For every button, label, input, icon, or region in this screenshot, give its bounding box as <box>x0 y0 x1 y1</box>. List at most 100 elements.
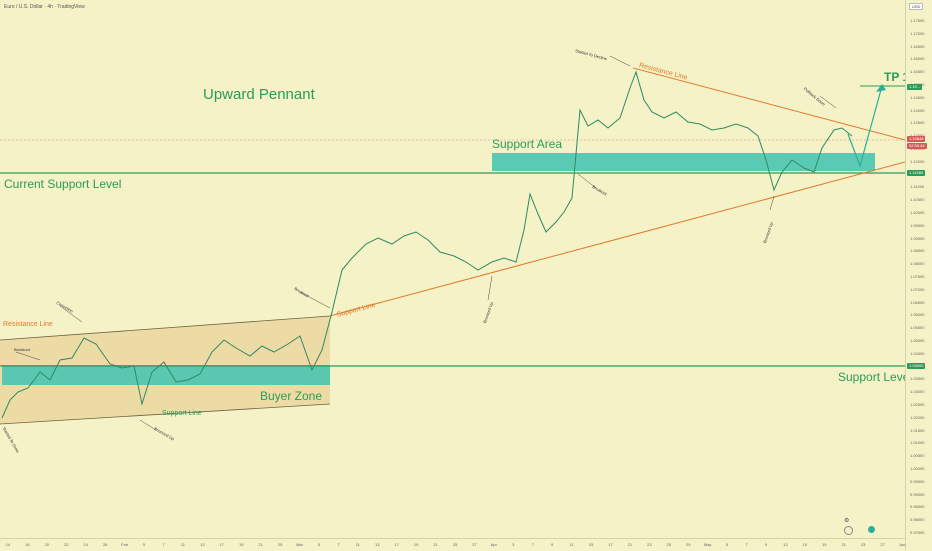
time-tick: 17 <box>608 542 613 547</box>
time-tick: 13 <box>200 542 205 547</box>
time-tick: 22 <box>64 542 69 547</box>
time-tick: 21 <box>841 542 846 547</box>
price-tick: 0.98500 <box>910 504 925 510</box>
time-axis[interactable]: 14 16 20 22 24 28 Feb 5 7 11 13 17 19 21 25 Mar 5 7 11 13 17… <box>0 538 905 551</box>
price-tag-support-high: 1.11550 <box>907 170 926 176</box>
price-tag-countdown: 02:39:44 <box>907 143 927 149</box>
descending-resistance-line <box>632 67 905 141</box>
price-tick: 1.07500 <box>910 274 925 279</box>
time-tick: 25 <box>666 542 672 547</box>
log-scale-icon[interactable] <box>844 526 853 535</box>
callout-decline <box>609 55 631 67</box>
price-tick: 1.01000 <box>910 440 925 446</box>
callout-pullback <box>819 95 837 109</box>
price-tick: 0.99500 <box>910 478 925 484</box>
auto-scale-icon[interactable] <box>868 526 875 533</box>
callout-correction <box>59 305 83 323</box>
current-support-level-label: Current Support Level <box>4 177 122 191</box>
time-tick: 7 <box>745 542 748 547</box>
time-tick: 17 <box>219 542 225 547</box>
price-tick: 1.03000 <box>910 389 925 395</box>
price-tick: 1.01500 <box>910 427 925 433</box>
time-tick: 3 <box>512 542 515 547</box>
price-tick: 1.14500 <box>910 94 925 100</box>
channel-bottom <box>0 403 331 425</box>
time-tick: 11 <box>180 542 185 547</box>
price-tick: 1.06500 <box>910 299 925 305</box>
price-tick: 1.00500 <box>910 453 925 459</box>
price-tick: 1.08500 <box>910 248 925 254</box>
price-tick: 0.98000 <box>910 517 925 523</box>
price-tick: 1.05000 <box>910 338 925 343</box>
rising-support-line <box>329 161 905 317</box>
price-tick: 1.13500 <box>910 120 925 126</box>
chart-title: Euro / U.S. Dollar · 4h · TradingView <box>4 4 85 10</box>
price-tick: 1.17500 <box>910 18 925 23</box>
price-tag-current: 1.13848 <box>907 136 926 142</box>
callout-breakout-2 <box>299 291 331 309</box>
time-tick: 19 <box>822 542 827 547</box>
time-tick: 15 <box>588 542 594 547</box>
tp1-label: TP 1 <box>884 70 910 84</box>
price-tick: 1.10500 <box>910 197 925 203</box>
time-tick: 14 <box>5 542 11 547</box>
time-tick: Feb <box>121 542 129 547</box>
price-chart[interactable] <box>0 0 905 538</box>
time-tick: 25 <box>277 542 283 547</box>
price-tag-tp: 1.15... <box>907 84 923 90</box>
time-tick: 21 <box>433 542 438 547</box>
time-tick: 23 <box>860 542 866 547</box>
time-tick: 7 <box>162 542 165 547</box>
time-tick: 13 <box>375 542 380 547</box>
price-tick: 1.14000 <box>910 107 925 113</box>
price-tick: 1.16000 <box>910 56 925 62</box>
time-tick: 29 <box>685 542 691 547</box>
time-tick: 9 <box>764 542 768 547</box>
price-tick: 1.10000 <box>910 210 925 215</box>
price-tick: 1.16500 <box>910 43 925 49</box>
price-axis[interactable]: 1.175001.170001.165001.160001.155001.150… <box>905 0 932 550</box>
price-tick: 1.06000 <box>910 312 925 318</box>
projection-arrowhead <box>876 84 886 92</box>
time-tick: 5 <box>317 542 321 547</box>
price-tick: 1.08000 <box>910 261 925 267</box>
time-tick: 9 <box>551 542 554 547</box>
time-tick: 5 <box>725 542 729 547</box>
time-tick: 24 <box>83 542 88 547</box>
price-tick: 1.05500 <box>910 325 925 331</box>
support-area-label: Support Area <box>492 137 563 151</box>
time-tick: Jun <box>898 542 906 547</box>
time-tick: 28 <box>102 542 108 547</box>
price-tick: 1.02500 <box>910 402 925 407</box>
time-tick: 25 <box>452 542 458 547</box>
price-tick: 0.99000 <box>910 491 925 497</box>
callout-bounced-3 <box>769 195 775 211</box>
upward-pennant-label: Upward Pennant <box>203 86 315 103</box>
price-tick: 1.17000 <box>910 30 925 36</box>
callout-bounced-1 <box>139 419 157 431</box>
time-tick: 20 <box>44 542 50 547</box>
callout-breakout-1 <box>15 351 41 361</box>
price-tick: 1.02000 <box>910 414 925 420</box>
resistance-line-left-label: Resistance Line <box>3 321 53 328</box>
price-path <box>1 70 853 419</box>
time-tick: 19 <box>238 542 244 547</box>
time-tick: 7 <box>531 542 534 547</box>
price-tick: 1.09500 <box>910 222 925 228</box>
price-tick: 1.13000 <box>910 133 924 138</box>
price-tag-support-low: 1.04000 <box>907 363 926 369</box>
time-tick: Apr <box>490 542 497 547</box>
support-level-label: Support Level <box>838 370 913 384</box>
price-tick: 1.12000 <box>910 158 925 164</box>
time-tick: 27 <box>880 542 885 547</box>
channel-top <box>0 315 331 341</box>
support-zone-low <box>2 365 330 385</box>
price-tick: 1.15500 <box>910 69 925 75</box>
currency-badge[interactable]: USD <box>909 3 924 10</box>
time-tick: 11 <box>355 542 360 547</box>
support-line-bottom-label: Support Line <box>162 410 202 417</box>
callout-bounced-2 <box>487 275 493 301</box>
buyer-zone-label: Buyer Zone <box>260 389 323 403</box>
support-zone-high <box>492 153 875 171</box>
settings-icon[interactable]: ⚙ <box>844 518 850 524</box>
